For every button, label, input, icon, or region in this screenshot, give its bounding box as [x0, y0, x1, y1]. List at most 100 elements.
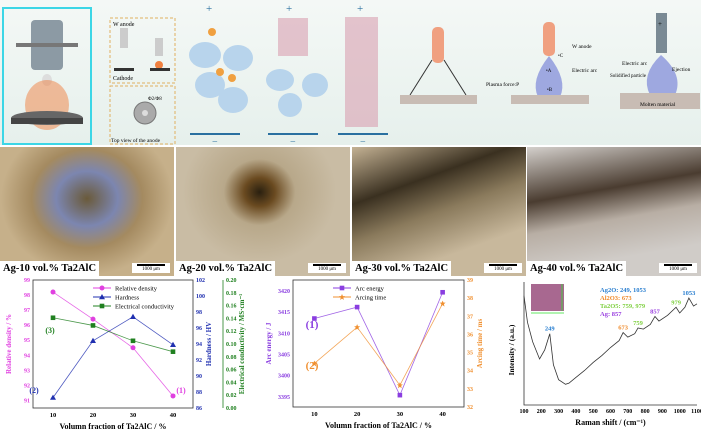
x-tick-label: 900 — [658, 409, 667, 415]
y-tick-label: 0.02 — [226, 393, 237, 399]
square-marker — [440, 289, 445, 295]
series-line — [314, 303, 443, 386]
y-axis-title: Arcing time / ms — [476, 319, 484, 369]
square-marker — [397, 392, 403, 398]
x-tick-label: 100 — [520, 409, 529, 415]
y-tick-label: 100 — [196, 294, 205, 300]
peak-label: 249 — [545, 326, 556, 333]
triangle-marker — [170, 341, 176, 347]
circle-marker — [130, 345, 136, 351]
scale-bar: 1000 μm — [484, 263, 522, 273]
x-tick-label: 40 — [170, 412, 177, 419]
arc-force-diagram — [400, 27, 477, 104]
electric-arc-label: Electric arc — [572, 68, 598, 74]
scale-label: 1000 μm — [494, 267, 512, 272]
scale-label: 1000 μm — [318, 267, 336, 272]
micrograph-label: Ag-20 vol.% Ta2AlC — [176, 261, 276, 276]
y-tick-label: 3420 — [278, 289, 290, 295]
y-axis-title: Hardness / HV — [205, 322, 213, 366]
micrograph-10: Ag-10 vol.% Ta2AlC 1000 μm — [0, 147, 174, 276]
square-marker — [312, 316, 317, 321]
diameter-label: Φ2/Φ8 — [148, 97, 162, 102]
y-tick-label: 96 — [196, 326, 202, 332]
y-tick-label: 3415 — [278, 310, 290, 316]
y-tick-label: 0.08 — [226, 355, 237, 361]
x-tick-label: 10 — [311, 411, 318, 418]
charts-area: 10 20 30 40 Volumn fraction of Ta2AlC / % 91 9… — [5, 278, 701, 431]
y-tick-label: 0.18 — [226, 291, 237, 297]
y-tick-label: 32 — [467, 405, 473, 411]
w-anode-label: W anode — [572, 44, 592, 50]
scale-bar: 1000 μm — [659, 263, 697, 273]
y-axis-title: Relative density / % — [5, 314, 13, 374]
legend-label: Arc energy — [355, 286, 385, 293]
micrograph-label: Ag-40 vol.% Ta2AlC — [527, 261, 627, 276]
y-tick-label: 0.00 — [226, 406, 237, 412]
cathode-minus-sign: − — [212, 137, 218, 145]
cathode-minus-sign: − — [290, 137, 296, 145]
plot-axes — [523, 282, 697, 406]
peak-label: 979 — [671, 299, 682, 306]
x-tick-label: 40 — [439, 411, 446, 418]
legend-label: Electrical conductivity — [115, 304, 175, 311]
square-marker — [170, 349, 176, 354]
star-marker — [354, 324, 361, 331]
peak-label: 857 — [650, 308, 661, 315]
ion-diagrams: + + + − − − — [189, 3, 388, 148]
anode-plus-sign: + — [206, 3, 212, 15]
anode-plus-sign: + — [658, 20, 662, 28]
schematic-drawing: W anode Cathode Φ2/Φ8 Top view of the an… — [2, 3, 700, 148]
y-tick-label: 36 — [467, 332, 473, 338]
ejection-diagram: + Electric arc Ejection Solidified parti… — [610, 13, 700, 109]
plasma-force-label: Plasma force:P — [486, 81, 519, 88]
legend-label: Ag: 857 — [600, 311, 622, 318]
test-rig-icon — [11, 20, 83, 130]
micrograph-label: Ag-10 vol.% Ta2AlC — [0, 261, 100, 276]
triangle-marker — [99, 294, 105, 300]
cathode-minus-sign: − — [360, 137, 366, 145]
y-tick-label: 38 — [467, 296, 473, 302]
y-tick-label: 37 — [467, 314, 473, 320]
series-tag: (2) — [306, 360, 319, 372]
y-tick-label: 96 — [24, 323, 30, 329]
x-tick-label: 200 — [537, 409, 546, 415]
y-tick-label: 0.04 — [226, 380, 237, 386]
square-marker — [90, 323, 96, 328]
y-tick-label: 92 — [24, 383, 30, 389]
y-tick-label: 88 — [196, 390, 202, 396]
triangle-marker — [130, 313, 136, 319]
triangle-marker — [90, 337, 96, 343]
square-marker — [354, 304, 360, 310]
cathode-label: Cathode — [113, 76, 133, 82]
arc-plasma-diagram: W anode •C •A •B Electric arc Plasma for… — [486, 22, 598, 104]
circle-marker — [170, 393, 176, 399]
square-marker — [339, 285, 345, 291]
y-tick-label: 92 — [196, 358, 202, 364]
plot-frame — [292, 279, 465, 408]
y-tick-label: 35 — [467, 351, 473, 357]
y-tick-label: 3395 — [278, 395, 290, 401]
highlight-box — [2, 7, 92, 145]
y-tick-label: 86 — [196, 406, 202, 412]
y-tick-label: 91 — [24, 398, 30, 404]
legend-label: Relative density — [115, 286, 158, 293]
series-line — [314, 292, 443, 397]
raman-spectrum — [523, 295, 698, 385]
peak-label: 759 — [633, 320, 644, 327]
square-marker — [50, 315, 56, 321]
y-tick-label: 90 — [196, 374, 202, 380]
circle-marker — [99, 285, 105, 291]
y-axis-title: Electrical conductivity / MS·cm⁻¹ — [238, 294, 246, 394]
schematic-panel: W anode Cathode Φ2/Φ8 Top view of the an… — [0, 0, 701, 148]
x-axis-title: Volumn fraction of Ta2AlC / % — [325, 421, 432, 430]
square-marker — [99, 303, 105, 309]
peak-label: 673 — [618, 325, 629, 332]
x-axis-title: Volumn fraction of Ta2AlC / % — [59, 422, 166, 431]
x-tick-label: 10 — [50, 412, 57, 419]
y-tick-label: 95 — [24, 338, 30, 344]
y-tick-label: 98 — [24, 293, 30, 299]
micrograph-40: Ag-40 vol.% Ta2AlC 1000 μm — [527, 147, 701, 276]
series-line — [52, 316, 174, 398]
scale-label: 1000 μm — [142, 267, 160, 272]
peak-label: 1053 — [682, 290, 696, 297]
